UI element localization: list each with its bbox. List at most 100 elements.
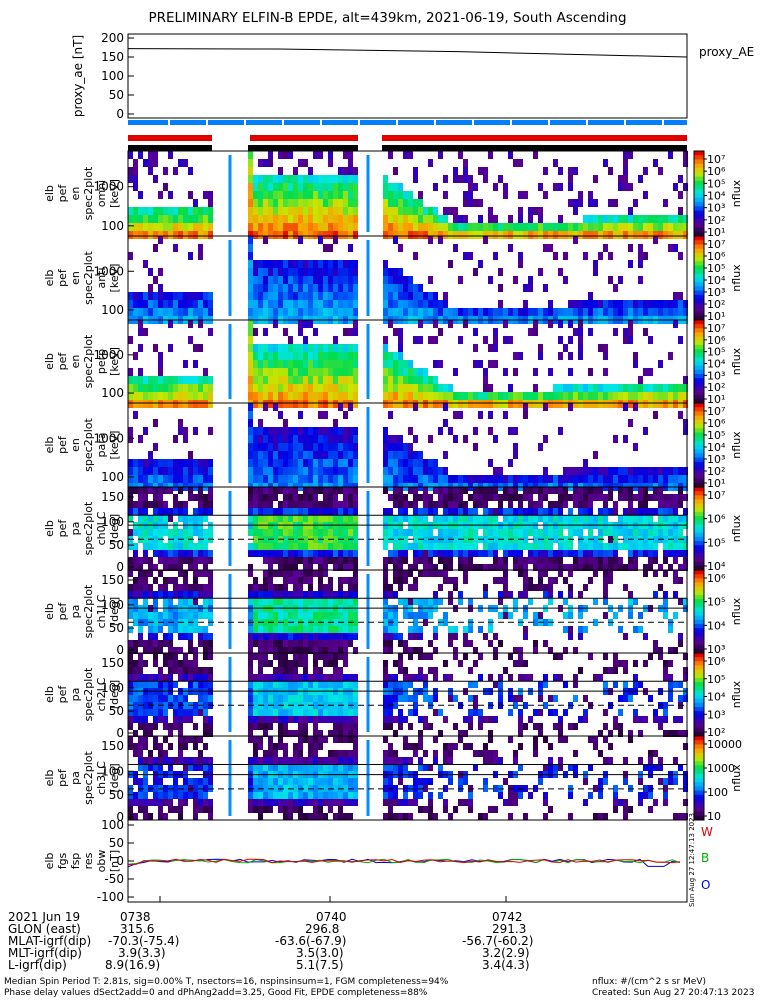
spectrogram-cell <box>288 550 293 557</box>
spectrogram-cell <box>128 584 133 591</box>
spectrogram-cell <box>323 633 328 640</box>
spectrogram-cell <box>488 427 493 435</box>
spectrogram-cell <box>268 467 273 475</box>
spectrogram-cell <box>628 392 633 400</box>
spectrogram-cell <box>248 475 253 483</box>
spectrogram-cell <box>278 451 283 459</box>
spectrogram-cell <box>488 400 493 408</box>
spectrogram-cell <box>288 695 293 702</box>
spectrogram-cell <box>248 598 253 605</box>
colorbar-tick-label: 10³ <box>707 369 725 382</box>
spectrogram-cell <box>588 223 593 231</box>
spectrogram-cell <box>143 159 148 167</box>
spectrogram-cell <box>148 223 153 231</box>
spectrogram-cell <box>133 799 138 806</box>
spectrogram-cell <box>138 792 143 799</box>
spectrogram-cell <box>408 564 413 571</box>
spectrogram-cell <box>328 475 333 483</box>
spectrogram-cell <box>523 660 528 667</box>
spectrogram-cell <box>513 223 518 231</box>
spectrogram-cell <box>423 376 428 384</box>
spectrogram-cell <box>448 626 453 633</box>
spectrogram-cell <box>198 515 203 522</box>
spectrogram-cell <box>523 543 528 550</box>
spectrogram-cell <box>253 175 258 183</box>
spectrogram-cell <box>618 626 623 633</box>
spectrogram-cell <box>463 475 468 483</box>
spectrogram-cell <box>198 384 203 392</box>
spectrogram-cell <box>143 674 148 681</box>
spectrogram-cell <box>428 501 433 508</box>
spectrogram-cell <box>323 653 328 660</box>
spectrogram-cell <box>678 231 683 239</box>
spectrogram-cell <box>278 183 283 191</box>
spectrogram-cell <box>568 392 573 400</box>
colorbar-segment <box>694 723 704 729</box>
spectrogram-cell <box>268 626 273 633</box>
spectrogram-cell <box>163 392 168 400</box>
spectrogram-cell <box>198 231 203 239</box>
spectrogram-cell <box>168 591 173 598</box>
spectrogram-cell <box>168 543 173 550</box>
spectrogram-cell <box>203 647 208 654</box>
spectrogram-cell <box>603 400 608 408</box>
spectrogram-cell <box>333 550 338 557</box>
spectrogram-cell <box>203 716 208 723</box>
spectrogram-cell <box>478 626 483 633</box>
spectrogram-cell <box>208 640 213 647</box>
spectrogram-cell <box>568 591 573 598</box>
spectrogram-cell <box>428 557 433 564</box>
spectrogram-cell <box>408 647 413 654</box>
spectrogram-cell <box>383 557 388 564</box>
spectrogram-cell <box>428 292 433 300</box>
spectrogram-cell <box>318 376 323 384</box>
spectrogram-cell <box>278 435 283 443</box>
spectrogram-cell <box>528 308 533 316</box>
spectrogram-cell <box>318 427 323 435</box>
spectrogram-cell <box>648 392 653 400</box>
spectrogram-cell <box>278 633 283 640</box>
spectrogram-cell <box>648 223 653 231</box>
spectrogram-cell <box>458 400 463 408</box>
spectrogram-cell <box>668 501 673 508</box>
spectrogram-cell <box>158 467 163 475</box>
spectrogram-cell <box>208 591 213 598</box>
spectrogram-cell <box>148 591 153 598</box>
spectrogram-cell <box>443 175 448 183</box>
spectrogram-cell <box>408 570 413 577</box>
spectrogram-cell <box>353 368 358 376</box>
spectrogram-cell <box>633 598 638 605</box>
spectrogram-cell <box>268 207 273 215</box>
blue-bar-break <box>586 120 588 125</box>
spectrogram-cell <box>463 501 468 508</box>
spectrogram-cell <box>203 515 208 522</box>
colorbar-segment <box>694 636 704 642</box>
spectrogram-cell <box>588 392 593 400</box>
spectrogram-cell <box>663 300 668 308</box>
spectrogram-cell <box>283 529 288 536</box>
spectrogram-cell <box>208 723 213 730</box>
spectrogram-cell <box>298 320 303 328</box>
spectrogram-cell <box>308 435 313 443</box>
spectrogram-cell <box>628 260 633 268</box>
spectrogram-cell <box>258 215 263 223</box>
spectrogram-cell <box>493 550 498 557</box>
spectrogram-cell <box>423 508 428 515</box>
spectrogram-cell <box>658 223 663 231</box>
spectrogram-cell <box>523 487 528 494</box>
spectrogram-cell <box>438 215 443 223</box>
spectrogram-cell <box>558 550 563 557</box>
spectrogram-cell <box>248 435 253 443</box>
spectrogram-cell <box>303 384 308 392</box>
spectrogram-cell <box>558 336 563 344</box>
spectrogram-cell <box>518 508 523 515</box>
spectrogram-cell <box>273 352 278 360</box>
spectrogram-cell <box>628 231 633 239</box>
spectrogram-cell <box>643 191 648 199</box>
spectrogram-cell <box>478 653 483 660</box>
spectrogram-cell <box>288 268 293 276</box>
spectrogram-cell <box>278 151 283 159</box>
spectrogram-cell <box>298 681 303 688</box>
spectrogram-cell <box>293 459 298 467</box>
spectrogram-cell <box>128 384 133 392</box>
